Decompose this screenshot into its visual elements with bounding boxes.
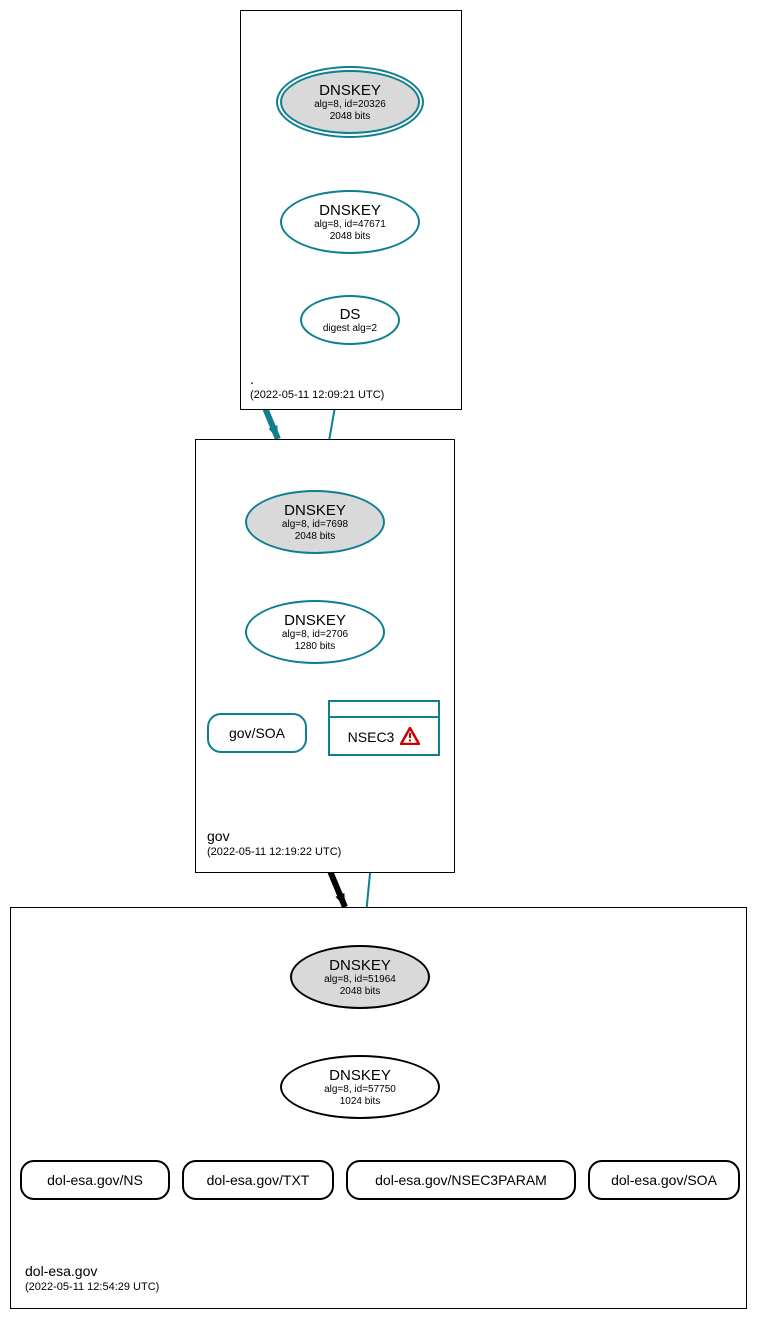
node-sub2: 2048 bits [295,531,336,543]
zone-timestamp: (2022-05-11 12:09:21 UTC) [250,388,384,402]
node-gov_ksk: DNSKEYalg=8, id=76982048 bits [245,490,385,554]
node-label: gov/SOA [229,725,285,741]
node-sub2: 1024 bits [340,1096,381,1108]
node-label: dol-esa.gov/NS [47,1172,143,1188]
node-gov_soa: gov/SOA [207,713,307,753]
zone-name: . [250,370,384,388]
node-de_ns: dol-esa.gov/NS [20,1160,170,1200]
node-sub1: alg=8, id=20326 [314,99,386,111]
node-de_txt: dol-esa.gov/TXT [182,1160,334,1200]
node-de_soa: dol-esa.gov/SOA [588,1160,740,1200]
node-sub1: digest alg=2 [323,323,377,335]
node-sub2: 2048 bits [330,231,371,243]
node-sub1: alg=8, id=7698 [282,519,348,531]
node-title: DNSKEY [319,202,381,219]
node-title: DNSKEY [329,1067,391,1084]
zone-name: gov [207,827,341,845]
node-root_ds: DSdigest alg=2 [300,295,400,345]
node-label: NSEC3 [348,729,395,745]
node-title: DNSKEY [319,82,381,99]
node-label: dol-esa.gov/SOA [611,1172,717,1188]
node-sub1: alg=8, id=57750 [324,1084,396,1096]
node-sub2: 1280 bits [295,641,336,653]
node-de_zsk: DNSKEYalg=8, id=577501024 bits [280,1055,440,1119]
node-root_ksk: DNSKEYalg=8, id=203262048 bits [280,70,420,134]
node-sub1: alg=8, id=2706 [282,629,348,641]
node-gov_nsec3: NSEC3 [328,700,440,756]
node-de_ksk: DNSKEYalg=8, id=519642048 bits [290,945,430,1009]
node-title: DNSKEY [329,957,391,974]
node-title: DNSKEY [284,502,346,519]
node-sub1: alg=8, id=51964 [324,974,396,986]
node-title: DNSKEY [284,612,346,629]
node-sub1: alg=8, id=47671 [314,219,386,231]
node-de_n3p: dol-esa.gov/NSEC3PARAM [346,1160,576,1200]
node-label: dol-esa.gov/TXT [207,1172,310,1188]
zone-timestamp: (2022-05-11 12:54:29 UTC) [25,1280,159,1294]
zone-timestamp: (2022-05-11 12:19:22 UTC) [207,845,341,859]
node-label: dol-esa.gov/NSEC3PARAM [375,1172,547,1188]
warning-icon [400,727,420,748]
zone-label-root: .(2022-05-11 12:09:21 UTC) [250,370,384,402]
node-sub2: 2048 bits [330,111,371,123]
zone-name: dol-esa.gov [25,1262,159,1280]
zone-label-gov: gov(2022-05-11 12:19:22 UTC) [207,827,341,859]
node-root_zsk: DNSKEYalg=8, id=476712048 bits [280,190,420,254]
zone-label-dolesa: dol-esa.gov(2022-05-11 12:54:29 UTC) [25,1262,159,1294]
node-sub2: 2048 bits [340,986,381,998]
node-gov_zsk: DNSKEYalg=8, id=27061280 bits [245,600,385,664]
node-title: DS [340,306,361,323]
